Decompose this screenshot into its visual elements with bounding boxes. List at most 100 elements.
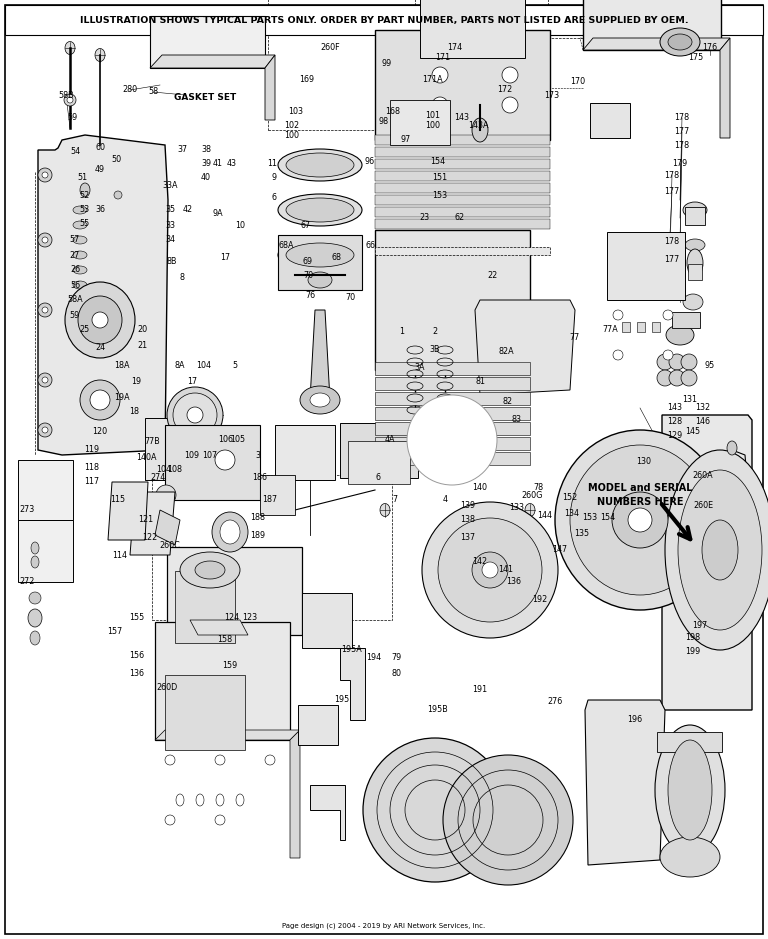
Text: 274: 274 — [151, 473, 166, 483]
Text: 77A: 77A — [602, 326, 618, 334]
Ellipse shape — [669, 370, 685, 386]
Ellipse shape — [114, 191, 122, 199]
Ellipse shape — [195, 561, 225, 579]
Ellipse shape — [612, 492, 668, 548]
Bar — [375, 183, 550, 193]
Polygon shape — [583, 38, 730, 50]
Text: 105: 105 — [230, 436, 246, 444]
Text: 191: 191 — [472, 685, 488, 695]
Text: 33A: 33A — [162, 180, 177, 190]
Text: 39: 39 — [201, 159, 211, 167]
Ellipse shape — [685, 239, 705, 251]
Text: 168: 168 — [386, 107, 400, 116]
Ellipse shape — [90, 390, 110, 410]
Ellipse shape — [310, 393, 330, 407]
Ellipse shape — [681, 354, 697, 370]
Ellipse shape — [525, 503, 535, 516]
Ellipse shape — [73, 206, 87, 214]
Text: 11: 11 — [267, 159, 277, 167]
Text: 17: 17 — [220, 254, 230, 263]
Ellipse shape — [42, 237, 48, 243]
Text: 9A: 9A — [213, 208, 223, 218]
Text: 20: 20 — [137, 326, 147, 334]
Ellipse shape — [216, 794, 224, 806]
Ellipse shape — [308, 272, 332, 288]
Ellipse shape — [156, 515, 176, 535]
Bar — [375, 207, 550, 217]
Text: 273: 273 — [19, 505, 35, 515]
Bar — [18, 460, 73, 520]
Text: 177: 177 — [674, 128, 690, 136]
Polygon shape — [265, 55, 275, 120]
Ellipse shape — [73, 221, 87, 229]
Text: 141: 141 — [498, 565, 514, 575]
Text: 136: 136 — [130, 669, 144, 678]
Text: 81: 81 — [476, 377, 486, 387]
Ellipse shape — [167, 387, 223, 443]
Bar — [375, 159, 550, 169]
Ellipse shape — [73, 236, 87, 244]
Text: Page design (c) 2004 - 2019 by ARI Network Services, Inc.: Page design (c) 2004 - 2019 by ARI Netwo… — [283, 923, 485, 930]
Text: 52: 52 — [79, 191, 89, 199]
Polygon shape — [290, 730, 300, 858]
Text: 7: 7 — [392, 496, 398, 504]
Ellipse shape — [176, 794, 184, 806]
Text: 158: 158 — [217, 636, 233, 644]
Text: 143: 143 — [455, 114, 469, 122]
Ellipse shape — [286, 153, 354, 177]
Bar — [375, 247, 550, 255]
Ellipse shape — [38, 423, 52, 437]
Text: 100: 100 — [284, 131, 300, 140]
Bar — [590, 103, 630, 138]
Text: 18: 18 — [129, 408, 139, 417]
Text: 140A: 140A — [136, 454, 156, 463]
Ellipse shape — [702, 520, 738, 580]
Bar — [275, 425, 335, 480]
Text: 106: 106 — [219, 436, 233, 444]
Text: 178: 178 — [664, 238, 680, 247]
Text: 51: 51 — [77, 174, 87, 182]
Bar — [268, 0, 548, 130]
Text: 80: 80 — [392, 669, 402, 678]
Bar — [175, 571, 235, 643]
Bar — [5, 5, 763, 35]
Polygon shape — [310, 310, 330, 400]
Ellipse shape — [90, 165, 100, 175]
Ellipse shape — [80, 380, 120, 420]
Text: 134: 134 — [564, 509, 580, 517]
Bar — [390, 100, 450, 145]
Text: 140: 140 — [472, 484, 488, 492]
Text: 129: 129 — [667, 430, 683, 439]
Text: 83: 83 — [512, 415, 522, 424]
Text: 70: 70 — [345, 293, 355, 301]
Bar — [415, 0, 588, 38]
Text: 9: 9 — [271, 174, 276, 182]
Ellipse shape — [42, 172, 48, 178]
Ellipse shape — [727, 441, 737, 455]
Text: 132: 132 — [696, 404, 710, 412]
Text: 276: 276 — [548, 698, 563, 706]
Text: 24: 24 — [95, 344, 105, 352]
Bar — [672, 312, 700, 328]
Text: 17: 17 — [187, 377, 197, 387]
Ellipse shape — [443, 755, 573, 885]
Text: 101: 101 — [425, 111, 441, 119]
Text: 8B: 8B — [167, 257, 177, 267]
Bar — [375, 437, 530, 450]
Ellipse shape — [668, 34, 692, 50]
Text: 124: 124 — [224, 613, 240, 623]
Text: 197: 197 — [693, 621, 707, 629]
Text: 142: 142 — [472, 558, 488, 566]
Text: 260F: 260F — [320, 42, 339, 52]
Ellipse shape — [80, 183, 90, 197]
Text: 3A: 3A — [415, 363, 425, 373]
Bar — [375, 230, 530, 370]
Text: 8: 8 — [180, 273, 184, 283]
Ellipse shape — [660, 837, 720, 877]
Polygon shape — [340, 648, 365, 720]
Text: MODEL and SERIAL: MODEL and SERIAL — [588, 483, 692, 493]
Text: 195: 195 — [334, 696, 349, 704]
Text: 100: 100 — [425, 120, 441, 130]
Text: 122: 122 — [142, 533, 157, 543]
Text: 43: 43 — [227, 159, 237, 167]
